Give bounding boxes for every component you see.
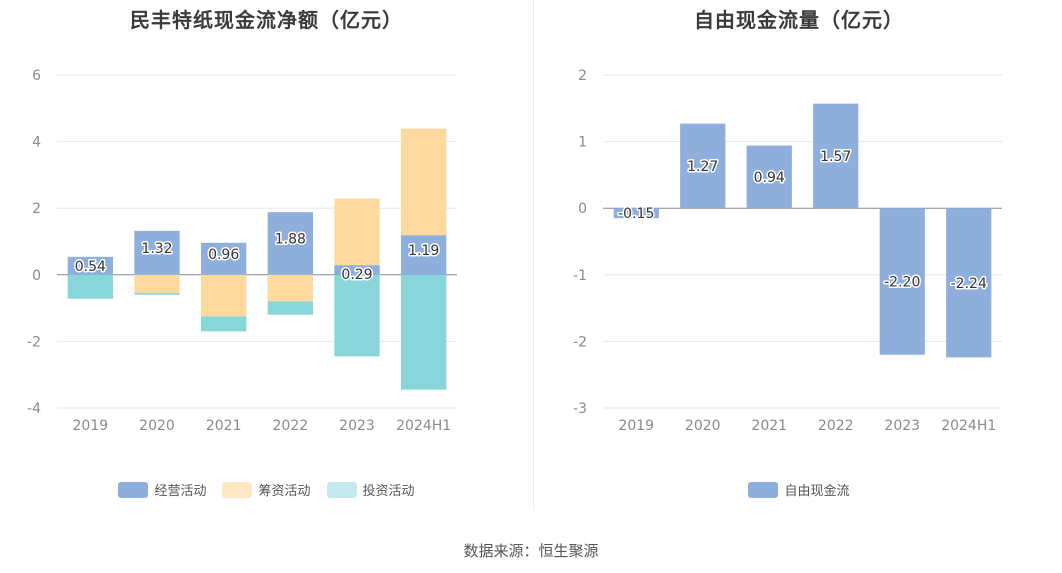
bar — [334, 198, 380, 266]
x-tick-label: 2024H1 — [941, 418, 996, 434]
x-tick-label: 2019 — [618, 418, 654, 434]
y-tick-label: -2 — [573, 334, 587, 350]
data-label: 0.96 — [208, 247, 239, 263]
legend-label: 筹资活动 — [258, 484, 311, 499]
data-source: 数据来源：恒生聚源 — [463, 542, 599, 560]
bar — [613, 208, 659, 219]
legend-item[interactable]: 筹资活动 — [222, 480, 311, 499]
data-label: 1.88 — [275, 231, 306, 247]
x-tick-label: 2020 — [139, 418, 175, 434]
legend-swatch — [326, 481, 357, 498]
y-tick-label: 2 — [32, 201, 41, 217]
cashflow-chart-title: 民丰特纸现金流净额（亿元） — [130, 8, 403, 32]
legend-label: 投资活动 — [362, 484, 415, 499]
legend-item[interactable]: 投资活动 — [326, 480, 415, 499]
bar — [746, 145, 792, 209]
data-label: -2.24 — [951, 276, 987, 292]
bar — [134, 293, 180, 295]
bar — [401, 235, 447, 275]
y-tick-label: 4 — [32, 135, 41, 151]
bar — [946, 208, 992, 358]
legend-item[interactable]: 自由现金流 — [748, 480, 850, 499]
legend-label: 自由现金流 — [784, 484, 850, 499]
data-label: 1.32 — [141, 241, 172, 257]
x-tick-label: 2022 — [273, 418, 309, 434]
bar — [813, 103, 859, 209]
bar — [401, 128, 447, 236]
y-tick-label: 0 — [32, 268, 41, 284]
legend-swatch — [222, 481, 253, 498]
data-label: -0.15 — [618, 206, 654, 222]
bar — [267, 212, 313, 275]
y-tick-label: 1 — [578, 135, 587, 151]
bar — [67, 274, 113, 299]
x-tick-label: 2023 — [884, 418, 920, 434]
y-tick-label: -1 — [573, 268, 587, 284]
bar — [134, 274, 180, 294]
bar — [334, 274, 380, 357]
cashflow-chart-panel: 民丰特纸现金流净额（亿元） -4 -2 0 2 4 6 2019 2020 2021 2022 20… — [0, 0, 533, 510]
free-cashflow-legend: 自由现金流 — [536, 480, 1062, 499]
bar — [201, 274, 247, 317]
y-tick-label: -3 — [573, 401, 587, 417]
legend-item[interactable]: 经营活动 — [118, 480, 206, 499]
free-cashflow-chart-panel: 自由现金流量（亿元） -3 -2 -1 0 1 2 2019 2020 2021 2022 2023… — [536, 0, 1062, 510]
data-label: 1.57 — [820, 149, 851, 165]
bar — [134, 230, 180, 275]
y-tick-label: 2 — [578, 68, 587, 84]
data-label: 0.94 — [754, 170, 785, 186]
y-tick-label: 6 — [32, 68, 41, 84]
x-tick-label: 2023 — [339, 418, 375, 434]
y-tick-label: 0 — [578, 201, 587, 217]
x-tick-label: 2024H1 — [396, 418, 451, 434]
x-tick-label: 2021 — [206, 418, 242, 434]
bar — [267, 274, 313, 302]
data-label: 0.29 — [341, 267, 372, 283]
bar — [334, 265, 380, 275]
bar — [401, 274, 447, 390]
data-label: -2.20 — [884, 274, 920, 290]
cashflow-chart: -4 -2 0 2 4 6 2019 2020 2021 2022 2023 2024H1 0.54 1.… — [27, 68, 457, 434]
cashflow-legend: 经营活动 筹资活动 投资活动 — [0, 480, 533, 499]
bar — [879, 208, 925, 355]
free-cashflow-chart: -3 -2 -1 0 1 2 2019 2020 2021 2022 2023 2024H1 -0.15… — [573, 68, 1002, 434]
y-tick-label: -2 — [27, 334, 41, 350]
data-label: 1.19 — [408, 243, 439, 259]
panel-divider — [533, 0, 534, 510]
x-tick-label: 2019 — [73, 418, 109, 434]
x-tick-label: 2021 — [751, 418, 787, 434]
x-tick-label: 2022 — [818, 418, 854, 434]
bar — [267, 301, 313, 315]
data-label: 0.54 — [75, 259, 106, 275]
data-label: 1.27 — [687, 159, 718, 175]
legend-swatch — [748, 481, 779, 498]
free-cashflow-chart-title: 自由现金流量（亿元） — [694, 8, 904, 32]
bar — [201, 316, 247, 332]
bar — [67, 256, 113, 275]
bar — [201, 242, 247, 275]
bar — [680, 123, 726, 209]
y-tick-label: -4 — [27, 401, 41, 417]
legend-label: 经营活动 — [154, 484, 207, 499]
legend-swatch — [118, 481, 149, 498]
x-tick-label: 2020 — [685, 418, 721, 434]
